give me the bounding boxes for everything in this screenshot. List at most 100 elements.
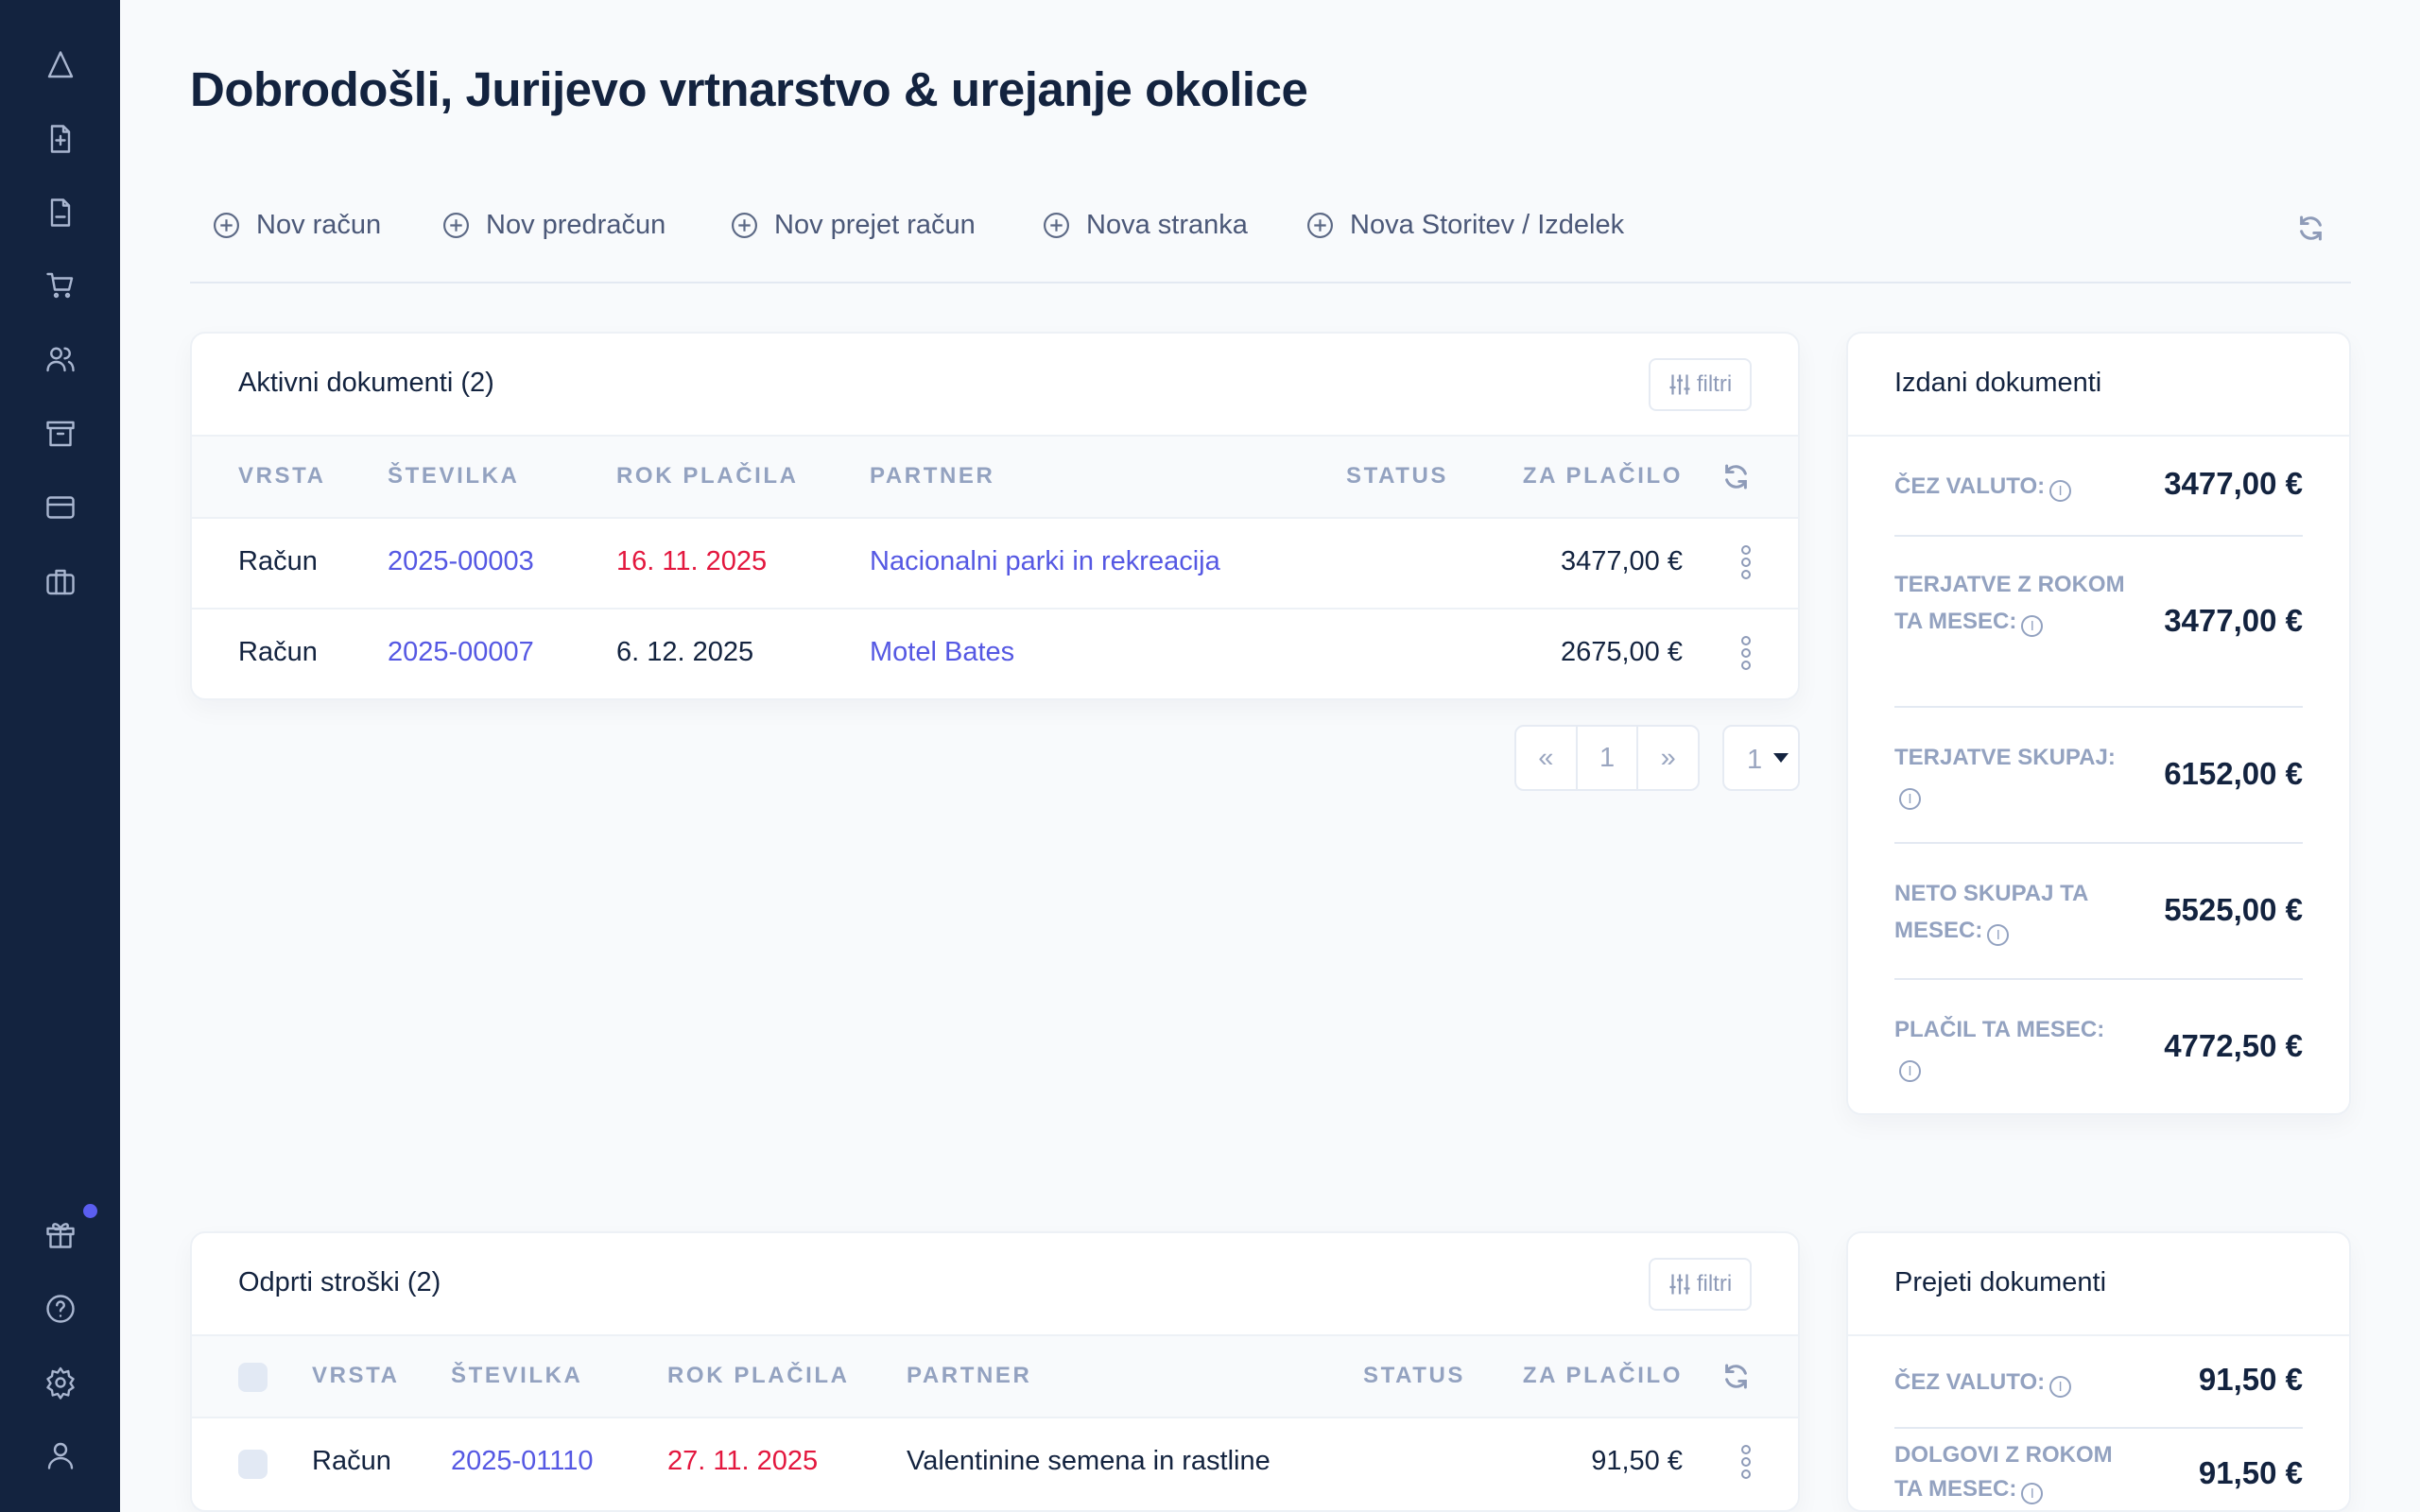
sliders-icon <box>1669 1274 1690 1295</box>
archive-icon[interactable] <box>43 417 78 451</box>
help-icon[interactable] <box>43 1292 78 1326</box>
caret-down-icon <box>1773 753 1789 763</box>
open-costs-card: Odprti stroški (2) filtri VRSTA ŠTEVILKA… <box>190 1231 1800 1512</box>
user-icon[interactable] <box>43 1438 78 1472</box>
new-received-invoice-button[interactable]: Nov prejet račun <box>730 210 976 241</box>
cell-type: Račun <box>238 546 318 576</box>
table-header: VRSTA ŠTEVILKA ROK PLAČILA PARTNER STATU… <box>192 437 1798 519</box>
stat-row: DOLGOVI Z ROKOM TA MESEC: i 91,50 € <box>1894 1429 2303 1510</box>
notification-dot <box>83 1204 97 1218</box>
stat-value: 3477,00 € <box>2164 603 2303 638</box>
refresh-icon[interactable] <box>1720 1361 1752 1392</box>
cell-partner-link[interactable]: Nacionalni parki in rekreacija <box>870 546 1220 576</box>
cell-due: 16. 11. 2025 <box>616 546 768 576</box>
col-due[interactable]: ROK PLAČILA <box>616 463 799 489</box>
new-invoice-button[interactable]: Nov račun <box>212 210 381 241</box>
stat-row: PLAČIL TA MESEC: i 4772,50 € <box>1894 980 2303 1112</box>
col-partner[interactable]: PARTNER <box>907 1363 1032 1388</box>
cart-icon[interactable] <box>43 268 78 302</box>
info-icon[interactable]: i <box>2049 1376 2072 1398</box>
per-page-select[interactable]: 1 <box>1722 725 1800 791</box>
stat-value: 6152,00 € <box>2164 756 2303 791</box>
stat-value: 91,50 € <box>2198 1362 2303 1397</box>
col-type[interactable]: VRSTA <box>312 1363 400 1388</box>
col-amount[interactable]: ZA PLAČILO <box>1522 1363 1683 1388</box>
card-title: Odprti stroški (2) <box>238 1267 441 1297</box>
gift-icon[interactable] <box>43 1217 78 1251</box>
stat-label: DOLGOVI Z ROKOM TA MESEC: <box>1894 1442 2113 1502</box>
document-icon[interactable] <box>43 196 78 230</box>
filter-button[interactable]: filtri <box>1649 1258 1752 1311</box>
new-product-label: Nova Storitev / Izdelek <box>1350 210 1625 240</box>
stat-row: NETO SKUPAJ TA MESEC: i 5525,00 € <box>1894 844 2303 980</box>
row-checkbox[interactable] <box>238 1450 268 1479</box>
more-vertical-icon[interactable] <box>1741 636 1754 673</box>
active-documents-card: Aktivni dokumenti (2) filtri VRSTA ŠTEVI… <box>190 332 1800 700</box>
table-row[interactable]: Račun 2025-00007 6. 12. 2025 Motel Bates… <box>192 610 1798 700</box>
home-triangle-icon[interactable] <box>43 48 78 82</box>
col-partner[interactable]: PARTNER <box>870 463 995 489</box>
stat-label: TERJATVE SKUPAJ: <box>1894 745 2116 770</box>
card-title: Izdani dokumenti <box>1894 368 2102 398</box>
col-type[interactable]: VRSTA <box>238 463 326 489</box>
new-proforma-label: Nov predračun <box>486 210 666 240</box>
sliders-icon <box>1669 374 1690 395</box>
stat-value: 4772,50 € <box>2164 1028 2303 1063</box>
cell-due: 6. 12. 2025 <box>616 637 754 667</box>
stat-row: TERJATVE SKUPAJ: i 6152,00 € <box>1894 708 2303 844</box>
refresh-icon[interactable] <box>2295 213 2326 244</box>
cell-partner-link[interactable]: Motel Bates <box>870 637 1015 667</box>
gear-icon[interactable] <box>43 1366 78 1400</box>
prev-page-button[interactable]: « <box>1516 727 1578 789</box>
info-icon[interactable]: i <box>1987 924 2010 946</box>
col-due[interactable]: ROK PLAČILA <box>667 1363 850 1388</box>
new-proforma-button[interactable]: Nov predračun <box>441 210 666 241</box>
info-icon[interactable]: i <box>2021 615 2044 637</box>
briefcase-icon[interactable] <box>43 565 78 599</box>
info-icon[interactable]: i <box>2049 480 2072 502</box>
refresh-icon[interactable] <box>1720 461 1752 492</box>
col-status[interactable]: STATUS <box>1363 1363 1466 1388</box>
cell-number-link[interactable]: 2025-01110 <box>451 1446 594 1476</box>
filter-label: filtri <box>1696 371 1733 397</box>
new-invoice-icon[interactable] <box>43 122 78 156</box>
col-number[interactable]: ŠTEVILKA <box>451 1363 583 1388</box>
col-number[interactable]: ŠTEVILKA <box>388 463 520 489</box>
card-icon[interactable] <box>43 490 78 524</box>
new-client-button[interactable]: Nova stranka <box>1042 210 1248 241</box>
stat-label: NETO SKUPAJ TA MESEC: <box>1894 881 2088 943</box>
table-row[interactable]: Račun 2025-01110 27. 11. 2025 Valentinin… <box>192 1418 1798 1509</box>
quick-actions-toolbar: Nov račun Nov predračun Nov prejet račun… <box>190 200 2351 284</box>
select-all-checkbox[interactable] <box>238 1363 268 1392</box>
cell-number-link[interactable]: 2025-00007 <box>388 637 534 667</box>
plus-circle-icon <box>732 213 757 238</box>
cell-number-link[interactable]: 2025-00003 <box>388 546 534 576</box>
cell-due: 27. 11. 2025 <box>667 1446 819 1476</box>
plus-circle-icon <box>1307 213 1333 238</box>
plus-circle-icon <box>214 213 239 238</box>
stat-label: TERJATVE Z ROKOM TA MESEC: <box>1894 572 2125 634</box>
more-vertical-icon[interactable] <box>1741 545 1754 582</box>
info-icon[interactable]: i <box>1899 1060 1921 1082</box>
filter-button[interactable]: filtri <box>1649 358 1752 411</box>
plus-circle-icon <box>443 213 469 238</box>
cell-amount: 3477,00 € <box>1560 546 1683 576</box>
stat-label: ČEZ VALUTO: <box>1894 473 2046 499</box>
stat-row: ČEZ VALUTO: i 3477,00 € <box>1894 437 2303 537</box>
next-page-button[interactable]: » <box>1660 742 1676 773</box>
new-product-button[interactable]: Nova Storitev / Izdelek <box>1305 210 1624 241</box>
col-status[interactable]: STATUS <box>1346 463 1449 489</box>
page-title: Dobrodošli, Jurijevo vrtnarstvo & urejan… <box>190 62 1308 116</box>
table-header: VRSTA ŠTEVILKA ROK PLAČILA PARTNER STATU… <box>192 1336 1798 1418</box>
received-documents-card: Prejeti dokumenti ČEZ VALUTO: i 91,50 € DO… <box>1846 1231 2351 1512</box>
users-icon[interactable] <box>43 342 78 376</box>
table-row[interactable]: Račun 2025-00003 16. 11. 2025 Nacionalni… <box>192 519 1798 610</box>
more-vertical-icon[interactable] <box>1741 1445 1754 1482</box>
per-page-value: 1 <box>1747 745 1763 775</box>
cell-type: Račun <box>312 1446 391 1476</box>
info-icon[interactable]: i <box>1899 788 1921 810</box>
col-amount[interactable]: ZA PLAČILO <box>1522 463 1683 489</box>
info-icon[interactable]: i <box>2021 1483 2044 1504</box>
page-1-button[interactable]: 1 <box>1578 727 1639 789</box>
